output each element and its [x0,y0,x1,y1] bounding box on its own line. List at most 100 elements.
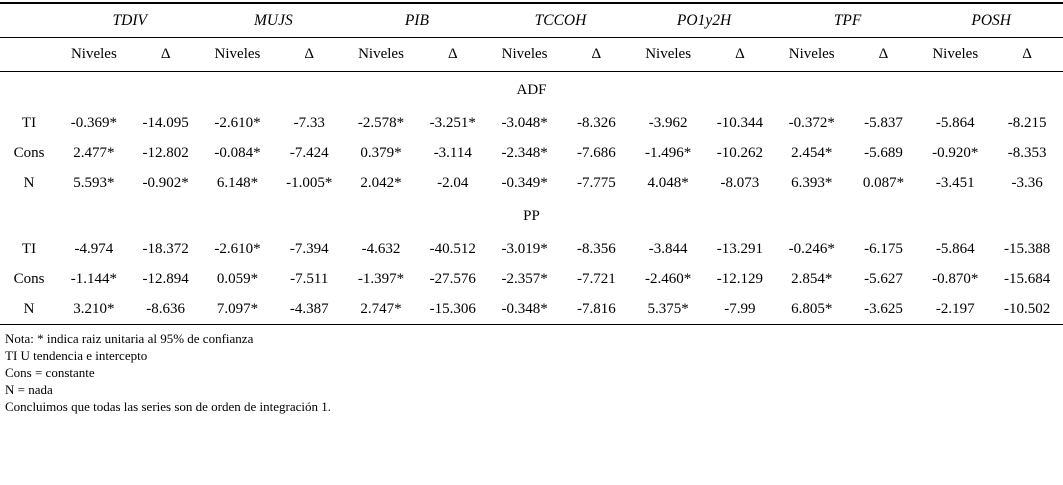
data-cell: -7.394 [289,240,329,257]
data-cell: -10.262 [716,144,764,161]
data-cell: -4.387 [289,300,329,317]
data-cell: -27.576 [429,270,476,287]
data-cell: -4.632 [361,240,401,257]
note-line-4: N = nada [5,382,53,397]
row-label-ti: TI [21,114,37,131]
group-header-mujs: MUJS [201,3,346,38]
row-label-n: N [23,174,35,191]
data-cell: 2.477* [73,144,115,161]
subheader-posh-delta: Δ [991,37,1063,72]
subheader-pib-niveles: Niveles [345,37,417,72]
section-title-adf: ADF [516,81,547,98]
data-cell: -1.397* [357,270,405,287]
data-cell: -5.837 [864,114,903,131]
data-cell: -7.33 [293,114,325,131]
data-cell: 3.210* [73,300,115,317]
data-cell: -2.460* [645,270,692,287]
table-row-pp-n: N 3.210* -8.636 7.097* -4.387 2.747* -15.306 -0… [0,294,1063,325]
data-cell: -3.962 [648,114,688,131]
data-cell: -8.353 [1007,144,1047,161]
subheader-tpf-niveles: Niveles [775,37,848,72]
data-cell: -7.511 [290,270,329,287]
data-cell: -0.902* [142,174,189,191]
row-label-ti: TI [21,240,37,257]
row-label-cons: Cons [13,144,45,161]
data-cell: -12.802 [142,144,189,161]
data-cell: -8.326 [576,114,616,131]
subheader-tccoh-delta: Δ [560,37,633,72]
data-cell: -0.372* [788,114,835,131]
note-line-3: Cons = constante [5,365,95,380]
data-cell: 0.087* [862,174,905,191]
data-cell: -15.388 [1003,240,1051,257]
data-cell: -2.610* [214,114,261,131]
paper-table-page: TDIV MUJS PIB TCCOH PO1y2H TPF POSH Niveles Δ Ni… [0,2,1063,415]
subheader-po1y2h-niveles: Niveles [632,37,705,72]
data-cell: -1.005* [286,174,333,191]
subheader-tpf-delta: Δ [847,37,920,72]
subheader-row: Niveles Δ Niveles Δ Niveles Δ Niveles Δ Niveles Δ… [0,37,1063,72]
data-cell: -2.348* [501,144,548,161]
data-cell: -0.348* [501,300,548,317]
data-cell: -8.356 [576,240,616,257]
subheader-tccoh-niveles: Niveles [488,37,561,72]
table-row-pp-ti: TI -4.974 -18.372 -2.610* -7.394 -4.632 -40.51… [0,234,1063,264]
data-cell: -8.636 [146,300,186,317]
data-cell: -3.048* [501,114,548,131]
subheader-tdiv-niveles: Niveles [58,37,130,72]
subheader-pib-delta: Δ [416,37,489,72]
table-header: TDIV MUJS PIB TCCOH PO1y2H TPF POSH Niveles Δ Ni… [0,3,1063,72]
group-header-tpf: TPF [775,3,920,38]
data-cell: 2.854* [791,270,833,287]
data-cell: -6.175 [864,240,903,257]
row-label-n: N [23,300,35,317]
data-cell: -0.349* [501,174,548,191]
group-header-tccoh: TCCOH [488,3,633,38]
corner-cell-2 [0,37,58,72]
data-cell: -3.625 [864,300,903,317]
group-header-po1y2h: PO1y2H [632,3,776,38]
data-cell: -1.496* [645,144,692,161]
data-cell: -7.721 [576,270,616,287]
data-cell: 2.747* [360,300,402,317]
data-cell: -7.775 [576,174,616,191]
data-cell: -3.36 [1011,174,1043,191]
data-cell: -0.920* [932,144,979,161]
group-header-tdiv: TDIV [58,3,202,38]
data-cell: 5.593* [73,174,115,191]
corner-cell [0,3,58,38]
data-cell: 7.097* [216,300,259,317]
data-cell: 0.059* [216,270,259,287]
data-cell: -0.870* [932,270,979,287]
data-cell: -3.451 [935,174,975,191]
unit-root-test-table: TDIV MUJS PIB TCCOH PO1y2H TPF POSH Niveles Δ Ni… [0,2,1063,325]
section-title-pp: PP [523,207,540,224]
data-cell: -8.215 [1007,114,1047,131]
data-cell: -15.306 [429,300,476,317]
subheader-po1y2h-delta: Δ [704,37,776,72]
data-cell: 6.393* [791,174,833,191]
table-row-adf-n: N 5.593* -0.902* 6.148* -1.005* 2.042* -2.04 -0… [0,168,1063,198]
data-cell: 2.454* [791,144,833,161]
data-cell: 0.379* [360,144,402,161]
data-cell: -15.684 [1003,270,1051,287]
data-cell: -3.019* [501,240,548,257]
data-cell: -10.344 [716,114,764,131]
data-cell: -40.512 [429,240,476,257]
data-cell: 6.148* [216,174,259,191]
table-notes: Nota: * indica raiz unitaria al 95% de c… [0,330,1063,415]
data-cell: 4.048* [647,174,689,191]
group-header-row: TDIV MUJS PIB TCCOH PO1y2H TPF POSH [0,3,1063,38]
data-cell: -1.144* [70,270,118,287]
note-line-5: Concluimos que todas las series son de o… [5,399,332,414]
data-cell: -7.686 [576,144,616,161]
data-cell: -3.251* [429,114,476,131]
group-header-posh: POSH [919,3,1063,38]
data-cell: -0.369* [70,114,118,131]
data-cell: -14.095 [142,114,189,131]
data-cell: -7.424 [289,144,329,161]
data-cell: -4.974 [74,240,114,257]
data-cell: 2.042* [360,174,402,191]
data-cell: -7.816 [576,300,616,317]
subheader-mujs-niveles: Niveles [201,37,274,72]
